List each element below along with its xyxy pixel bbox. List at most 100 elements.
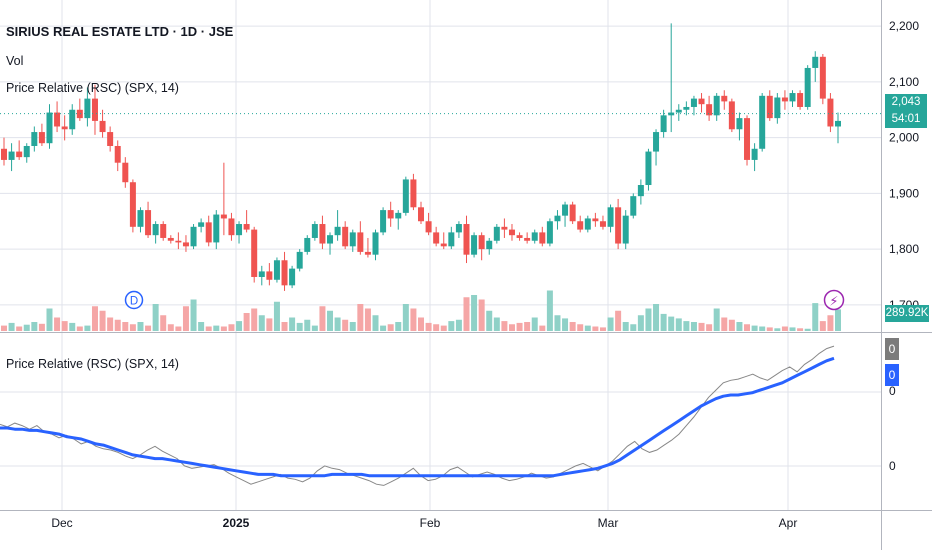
volume-bar[interactable] <box>425 322 432 331</box>
candle-body[interactable] <box>349 232 356 247</box>
candle-body[interactable] <box>228 218 235 236</box>
candle-body[interactable] <box>137 210 144 227</box>
candle-body[interactable] <box>289 268 296 286</box>
candle-body[interactable] <box>425 221 432 233</box>
volume-bar[interactable] <box>258 315 265 331</box>
volume-bar[interactable] <box>114 319 121 331</box>
volume-bar[interactable] <box>531 317 538 332</box>
volume-bar[interactable] <box>61 321 68 331</box>
candle-body[interactable] <box>690 98 697 107</box>
candle-body[interactable] <box>243 224 250 230</box>
candle-body[interactable] <box>190 226 197 247</box>
candle-body[interactable] <box>599 221 606 227</box>
volume-bar[interactable] <box>493 317 500 332</box>
volume-bar[interactable] <box>54 317 61 332</box>
candle-body[interactable] <box>213 214 220 243</box>
candle-body[interactable] <box>69 109 76 130</box>
volume-bar[interactable] <box>539 325 546 331</box>
volume-bar[interactable] <box>471 295 478 331</box>
volume-bar[interactable] <box>728 319 735 331</box>
candle-body[interactable] <box>76 109 83 119</box>
volume-bar[interactable] <box>835 309 841 331</box>
volume-bar[interactable] <box>524 322 531 331</box>
volume-bar[interactable] <box>569 322 576 331</box>
volume-bar[interactable] <box>736 322 743 331</box>
candle-body[interactable] <box>152 224 159 236</box>
volume-bar[interactable] <box>129 324 136 331</box>
volume-bar[interactable] <box>198 322 205 331</box>
candle-body[interactable] <box>637 185 644 197</box>
volume-bar[interactable] <box>789 327 796 331</box>
volume-bar[interactable] <box>637 315 644 331</box>
candle-body[interactable] <box>653 132 660 152</box>
candle-body[interactable] <box>478 235 485 250</box>
candle-body[interactable] <box>304 237 311 252</box>
candle-body[interactable] <box>433 232 440 244</box>
volume-bar[interactable] <box>766 327 773 331</box>
volume-bar[interactable] <box>463 297 470 331</box>
volume-bar[interactable] <box>357 304 364 331</box>
candle-body[interactable] <box>175 240 182 243</box>
candle-body[interactable] <box>486 240 493 250</box>
candle-body[interactable] <box>107 132 114 146</box>
volume-bar[interactable] <box>190 299 197 332</box>
volume-bar[interactable] <box>38 323 45 331</box>
candle-body[interactable] <box>334 226 341 236</box>
candle-body[interactable] <box>38 132 45 144</box>
volume-bar[interactable] <box>645 308 652 332</box>
candle-body[interactable] <box>577 221 584 230</box>
volume-bar[interactable] <box>706 324 713 331</box>
candle-body[interactable] <box>182 242 189 247</box>
volume-bar[interactable] <box>781 326 788 332</box>
volume-bar[interactable] <box>683 321 690 331</box>
candle-body[interactable] <box>327 235 334 244</box>
candle-body[interactable] <box>622 215 629 244</box>
volume-bar[interactable] <box>91 306 98 331</box>
candle-body[interactable] <box>440 243 447 247</box>
indicator-legend-pane[interactable]: Price Relative (RSC) (SPX, 14) <box>6 357 179 371</box>
candle-body[interactable] <box>296 251 303 269</box>
candle-body[interactable] <box>736 118 743 130</box>
volume-bar[interactable] <box>251 308 258 332</box>
candle-body[interactable] <box>160 224 167 238</box>
volume-bar[interactable] <box>319 306 326 331</box>
volume-bar[interactable] <box>599 327 606 331</box>
volume-bar[interactable] <box>721 317 728 332</box>
candle-body[interactable] <box>8 151 15 160</box>
volume-bar[interactable] <box>486 310 493 331</box>
volume-bar[interactable] <box>145 325 152 331</box>
volume-bar[interactable] <box>160 315 167 331</box>
candle-body[interactable] <box>380 210 387 233</box>
volume-bar[interactable] <box>592 326 599 332</box>
candle-body[interactable] <box>122 162 129 183</box>
candle-body[interactable] <box>357 232 364 252</box>
volume-bar[interactable] <box>99 310 106 331</box>
volume-bar[interactable] <box>107 317 114 332</box>
dividend-marker-icon[interactable] <box>124 290 144 310</box>
candle-body[interactable] <box>311 224 318 238</box>
candle-body[interactable] <box>516 235 523 238</box>
candle-body[interactable] <box>759 95 766 149</box>
candle-body[interactable] <box>766 95 773 119</box>
candle-body[interactable] <box>721 95 728 102</box>
volume-bar[interactable] <box>562 318 569 331</box>
volume-bar[interactable] <box>311 325 318 331</box>
candle-body[interactable] <box>402 179 409 213</box>
candle-body[interactable] <box>668 112 675 116</box>
candle-body[interactable] <box>16 151 23 158</box>
volume-bar[interactable] <box>440 325 447 331</box>
volume-bar[interactable] <box>273 301 280 331</box>
candle-body[interactable] <box>455 224 462 233</box>
candle-body[interactable] <box>372 232 379 255</box>
volume-bar[interactable] <box>349 322 356 331</box>
candle-body[interactable] <box>258 271 265 277</box>
candle-body[interactable] <box>797 93 804 107</box>
candle-body[interactable] <box>395 212 402 219</box>
volume-bar[interactable] <box>342 319 349 331</box>
candle-body[interactable] <box>630 196 637 216</box>
volume-bar[interactable] <box>167 324 174 331</box>
volume-bar[interactable] <box>653 304 660 331</box>
candle-body[interactable] <box>266 271 273 280</box>
volume-bar[interactable] <box>122 322 129 331</box>
